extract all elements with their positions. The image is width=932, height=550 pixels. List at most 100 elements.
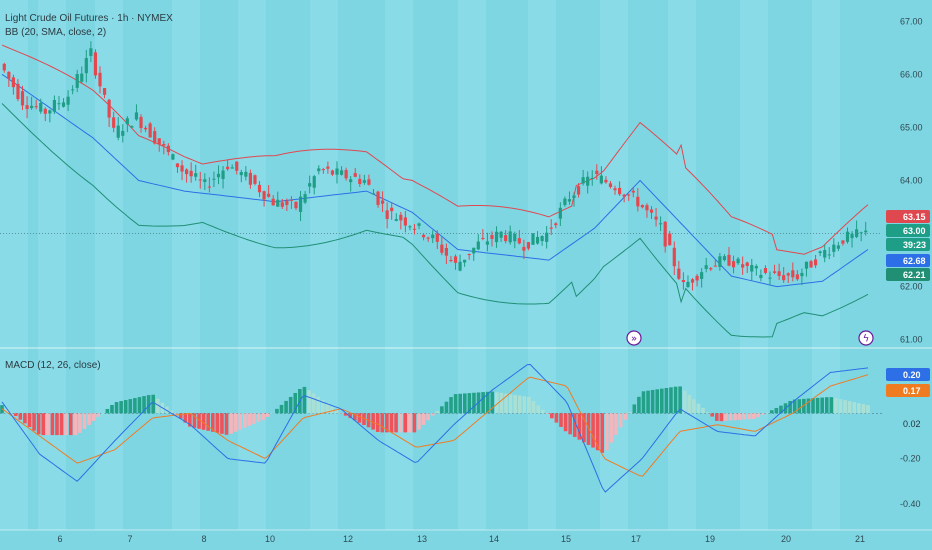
bb-upper-badge: 63.15 — [886, 210, 930, 223]
candle-body — [791, 270, 795, 278]
candle-body — [836, 245, 840, 249]
candle-body — [681, 279, 686, 283]
candle-body — [599, 175, 603, 184]
time-tick-label: 7 — [127, 534, 132, 544]
candle-body — [98, 72, 102, 87]
macd-hist-bar — [174, 413, 178, 415]
macd-hist-bar — [178, 413, 183, 419]
macd-hist-bar — [531, 401, 536, 414]
macd-legend[interactable]: MACD (12, 26, close) — [5, 360, 101, 371]
candle-body — [832, 244, 836, 252]
macd-hist-bar — [330, 406, 334, 414]
fast-forward-icon[interactable]: » — [626, 330, 642, 346]
candle-body — [107, 99, 111, 118]
macd-hist-bar — [137, 397, 142, 414]
macd-hist-bar — [188, 413, 192, 427]
macd-hist-bar — [96, 413, 101, 417]
macd-hist-bar — [614, 413, 618, 435]
macd-hist-bar — [444, 401, 449, 414]
candle-body — [841, 240, 845, 244]
candle-body — [235, 161, 239, 171]
candle-body — [855, 229, 859, 238]
bb-basis-badge-text: 62.68 — [903, 256, 926, 266]
candle-body — [517, 238, 521, 244]
macd-hist-bar — [449, 397, 453, 414]
candle-body — [89, 48, 93, 56]
macd-hist-bar — [545, 413, 550, 415]
bb-lower-line — [1, 103, 869, 338]
macd-hist-bar — [265, 413, 270, 417]
candle-body — [403, 217, 407, 226]
candle-body — [463, 259, 467, 263]
session-stripe — [668, 0, 696, 530]
candle-body — [93, 52, 98, 76]
candle-body — [823, 250, 827, 258]
macd-hist-bar — [852, 402, 857, 414]
macd-hist-bar — [362, 413, 366, 426]
candle-body — [741, 264, 745, 268]
macd-hist-bar — [169, 410, 174, 414]
macd-hist-bar — [678, 386, 682, 414]
candle-body — [772, 271, 777, 273]
session-stripe — [310, 0, 338, 530]
candle-body — [30, 105, 34, 109]
macd-hist-bar — [343, 413, 348, 416]
session-stripe — [172, 0, 200, 530]
macd-hist-bar — [540, 409, 545, 414]
bb-basis-line — [1, 73, 869, 288]
candle-body — [736, 258, 740, 264]
time-tick-label: 19 — [705, 534, 715, 544]
candle-body — [203, 179, 207, 183]
macd-hist-bar — [861, 404, 866, 414]
candle-body — [358, 178, 362, 184]
macd-hist-bar — [325, 403, 330, 414]
macd-hist-bar — [133, 398, 137, 414]
candle-body — [367, 179, 371, 185]
candle-body — [80, 73, 84, 82]
candle-body — [818, 251, 822, 254]
macd-hist-bar — [577, 413, 582, 440]
candle-body — [654, 216, 658, 220]
candle-body — [194, 173, 198, 177]
candle-body — [786, 273, 790, 276]
countdown-badge-bg — [886, 238, 930, 251]
lightning-icon[interactable]: ϟ — [858, 330, 874, 346]
macd-hist-bar — [472, 392, 476, 414]
macd-hist-bar — [751, 413, 756, 419]
candle-body — [476, 241, 480, 250]
candlesticks — [2, 41, 868, 291]
candle-body — [713, 265, 717, 267]
candle-body — [226, 166, 230, 170]
macd-hist-bar — [334, 410, 339, 414]
candle-body — [800, 272, 804, 277]
macd-hist-bar — [554, 413, 559, 423]
macd-hist-bar — [41, 413, 46, 436]
macd-hist-bar — [165, 406, 169, 414]
candle-body — [20, 91, 25, 106]
candle-body — [280, 202, 284, 207]
macd-hist-bar — [834, 398, 838, 414]
macd-hist-bar — [288, 396, 293, 414]
candle-body — [253, 175, 257, 184]
macd-hist-bar — [618, 413, 623, 428]
macd-hist-bar — [728, 413, 733, 421]
candle-body — [649, 209, 654, 213]
bb-legend[interactable]: BB (20, SMA, close, 2) — [5, 27, 107, 38]
candle-body — [57, 103, 61, 105]
macd-hist-bar — [279, 404, 284, 414]
macd-hist-bar — [655, 389, 660, 414]
candle-body — [435, 233, 439, 242]
candle-body — [66, 96, 70, 105]
candle-body — [166, 145, 170, 153]
session-stripe — [740, 0, 768, 530]
bb-lower-badge: 62.21 — [886, 268, 930, 281]
time-tick-label: 10 — [265, 534, 275, 544]
candle-body — [171, 154, 175, 160]
macd-hist-bar — [820, 397, 824, 414]
macd-hist-bar — [201, 413, 206, 430]
candle-body — [690, 279, 695, 283]
candle-body — [645, 205, 649, 211]
candle-body — [248, 172, 253, 185]
macd-hist-bar — [50, 413, 55, 436]
